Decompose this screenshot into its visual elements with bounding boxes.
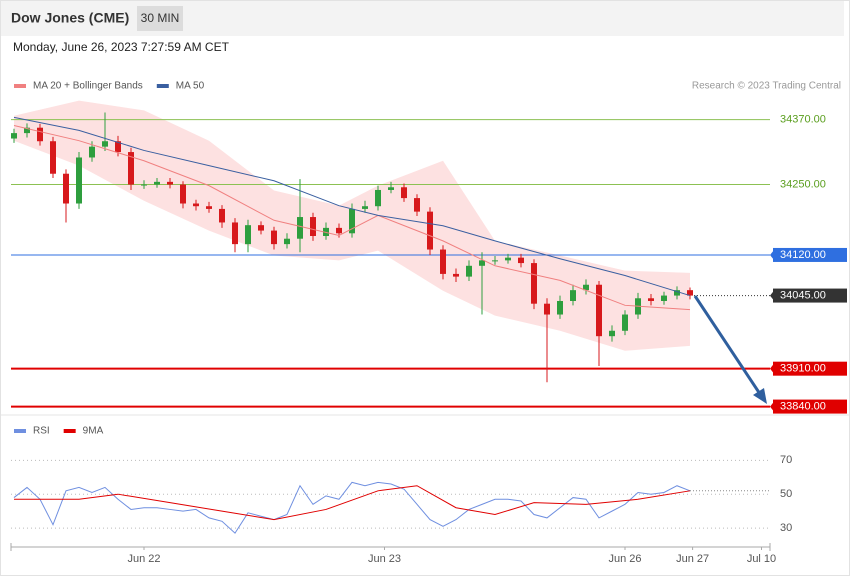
level-label: 33910.00 xyxy=(780,363,826,375)
candle-body xyxy=(362,206,368,209)
candle-body xyxy=(102,141,108,147)
level-label-box xyxy=(773,247,847,262)
candle-body xyxy=(609,330,615,337)
credit: Research © 2023 Trading Central xyxy=(692,81,841,92)
x-tick-label: Jun 27 xyxy=(676,553,709,565)
candle-body xyxy=(167,181,173,185)
legend-label: 9MA xyxy=(83,426,104,437)
candle-body xyxy=(505,257,511,261)
candle-body xyxy=(336,227,342,234)
level-label-pointer xyxy=(770,401,774,412)
candle-body xyxy=(544,303,550,315)
legend-label: MA 20 + Bollinger Bands xyxy=(33,81,143,92)
candle-body xyxy=(479,260,485,266)
candle-body xyxy=(258,225,264,231)
y-tick-label: 50 xyxy=(780,488,792,500)
interval-badge[interactable] xyxy=(137,6,183,31)
level-label-pointer xyxy=(770,249,774,260)
candle-body xyxy=(492,260,498,262)
candle-body xyxy=(557,300,563,315)
candle-body xyxy=(141,184,147,186)
interval[interactable]: 30 MIN xyxy=(141,11,180,25)
legend-label: MA 50 xyxy=(176,81,205,92)
candle-body xyxy=(570,290,576,301)
legend-swatch xyxy=(156,84,169,88)
projection-arrow-head xyxy=(753,388,767,404)
candle-body xyxy=(206,206,212,209)
candle-body xyxy=(310,217,316,236)
legend-label: RSI xyxy=(33,426,50,437)
candle-body xyxy=(518,257,524,264)
candle-body xyxy=(622,314,628,331)
legend-swatch xyxy=(14,84,26,88)
level-label-box xyxy=(773,399,847,414)
level-label-box xyxy=(773,361,847,376)
candle-body xyxy=(648,298,654,301)
candle-body xyxy=(375,189,381,207)
level-label: 34045.00 xyxy=(780,289,826,301)
candle-body xyxy=(440,249,446,274)
candle-body xyxy=(583,284,589,291)
candle-body xyxy=(414,198,420,212)
candle-body xyxy=(115,141,121,153)
candle-body xyxy=(63,173,69,204)
title: Dow Jones (CME) xyxy=(11,10,129,26)
candle-body xyxy=(24,127,30,134)
x-tick-label: Jul 10 xyxy=(747,553,776,565)
candle-body xyxy=(427,211,433,250)
candle-body xyxy=(50,141,56,174)
candle-body xyxy=(388,187,394,190)
legend-swatch xyxy=(63,429,76,433)
candle-body xyxy=(687,290,693,296)
candle-body xyxy=(154,181,160,185)
candle-body xyxy=(180,184,186,204)
candle-body xyxy=(232,222,238,245)
timestamp: Monday, June 26, 2023 7:27:59 AM CET xyxy=(13,40,230,54)
candle-body xyxy=(11,133,17,139)
candle-body xyxy=(349,208,355,234)
candle-body xyxy=(596,284,602,337)
candle-body xyxy=(128,152,134,185)
candle-body xyxy=(531,263,537,304)
candle-body xyxy=(661,295,667,301)
series-line xyxy=(13,481,691,534)
series-line xyxy=(14,485,691,521)
x-tick-label: Jun 26 xyxy=(608,553,641,565)
candle-body xyxy=(219,208,225,223)
candle-body xyxy=(297,217,303,239)
candle-body xyxy=(401,187,407,199)
candle-body xyxy=(271,230,277,245)
series-line xyxy=(13,125,691,311)
x-tick-label: Jun 22 xyxy=(127,553,160,565)
level-label-pointer xyxy=(770,290,774,301)
level-label-pointer xyxy=(770,363,774,374)
candle-body xyxy=(245,225,251,245)
candle-body xyxy=(466,265,472,277)
level-label: 33840.00 xyxy=(780,400,826,412)
y-tick-label: 70 xyxy=(780,454,792,466)
level-label: 34120.00 xyxy=(780,249,826,261)
candle-body xyxy=(89,146,95,158)
plot: 34370.00 34250.00 34120.00 34045.00 33910.00… xyxy=(11,81,847,565)
x-tick-label: Jun 23 xyxy=(368,553,401,565)
y-tick-label: 30 xyxy=(780,522,792,534)
candle-body xyxy=(284,238,290,245)
level-label: 34370.00 xyxy=(780,113,826,125)
level-label-box xyxy=(773,288,847,303)
candle-body xyxy=(37,127,43,142)
candle-body xyxy=(193,203,199,207)
legend-swatch xyxy=(14,429,26,433)
candle-body xyxy=(76,157,82,204)
candle-body xyxy=(674,290,680,296)
candle-body xyxy=(453,273,459,277)
level-label: 34250.00 xyxy=(780,178,826,190)
series-line xyxy=(13,116,691,297)
projection-arrow xyxy=(693,295,762,395)
